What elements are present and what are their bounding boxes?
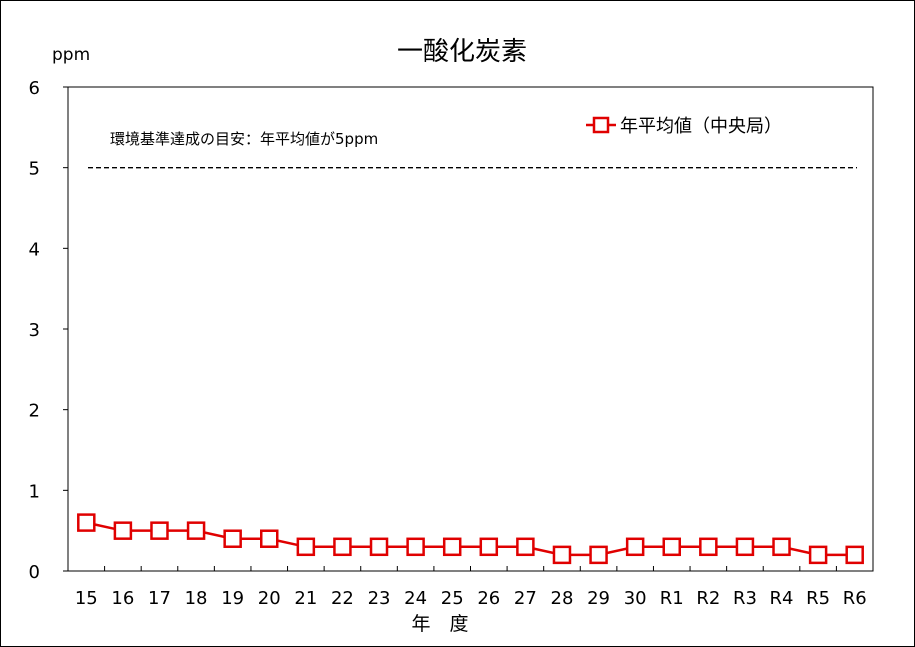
x-tick-label: 24	[404, 588, 427, 609]
x-tick-label: 27	[514, 588, 537, 609]
data-point	[552, 545, 572, 565]
data-point	[150, 521, 169, 540]
x-tick-label: R4	[770, 588, 794, 609]
legend-label: 年平均値（中央局）	[620, 116, 782, 137]
y-tick-label: 1	[29, 481, 40, 502]
data-point	[589, 545, 608, 565]
data-point	[772, 537, 791, 557]
x-tick-label: 18	[185, 588, 208, 609]
series-line	[86, 521, 855, 557]
y-axis-unit: ppm	[52, 45, 90, 65]
data-point	[662, 537, 681, 557]
reference-label: 環境基準達成の目安：年平均値が5ppm	[110, 130, 378, 148]
y-axis: 0 1 2 3 4 5 6	[29, 78, 68, 583]
y-tick-label: 3	[29, 320, 40, 341]
x-tick-label: R2	[696, 588, 720, 609]
x-axis-title: 年 度	[411, 613, 468, 635]
x-tick-label: 23	[368, 588, 391, 609]
data-point	[516, 537, 535, 557]
y-tick-label: 5	[29, 159, 40, 180]
data-point	[369, 537, 389, 557]
y-tick-label: 2	[29, 401, 40, 422]
plot-area	[67, 86, 874, 572]
y-tick-label: 6	[29, 78, 40, 99]
data-point	[699, 537, 718, 557]
x-tick-label: R5	[806, 588, 830, 609]
data-point	[735, 537, 755, 557]
data-point	[77, 513, 96, 532]
series-layer	[77, 513, 864, 565]
x-tick-label: R3	[733, 588, 757, 609]
x-axis: 15 16 17 18 19 20 21 22 23 24 25 26 27 28 29 30 R1 R2 R3 R4…	[75, 566, 867, 609]
legend: 年平均値（中央局）	[586, 116, 782, 137]
x-tick-label: 26	[477, 588, 500, 609]
x-tick-label: 19	[221, 588, 244, 609]
x-tick-label: 28	[551, 588, 574, 609]
x-tick-label: 15	[75, 588, 98, 609]
data-point	[808, 545, 828, 565]
x-tick-label: 21	[294, 588, 317, 609]
y-tick-label: 0	[29, 562, 40, 583]
x-tick-label: R1	[660, 588, 684, 609]
data-point	[625, 537, 645, 557]
data-point	[296, 537, 316, 557]
x-tick-label: 16	[111, 588, 134, 609]
data-point	[333, 537, 352, 557]
legend-marker	[592, 116, 610, 134]
x-tick-label: R6	[843, 588, 867, 609]
x-tick-label: 22	[331, 588, 354, 609]
data-point	[442, 537, 462, 557]
data-point	[223, 529, 242, 548]
data-point	[113, 521, 133, 540]
chart-title: 一酸化炭素	[397, 37, 527, 67]
data-point	[406, 537, 425, 557]
x-tick-label: 29	[587, 588, 610, 609]
x-tick-label: 20	[258, 588, 281, 609]
y-tick-label: 4	[29, 239, 40, 260]
x-tick-label: 17	[148, 588, 171, 609]
data-point	[479, 537, 499, 557]
data-point	[260, 529, 279, 548]
data-point	[845, 545, 864, 565]
x-tick-label: 25	[441, 588, 464, 609]
x-tick-label: 30	[624, 588, 647, 609]
data-point	[186, 521, 206, 540]
